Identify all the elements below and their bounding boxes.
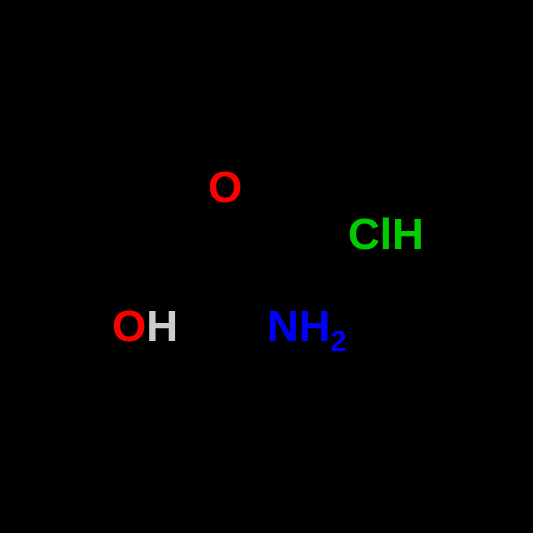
atom-clh-text: ClH [348,210,424,259]
atom-nh2-sub: 2 [331,326,347,358]
atom-o-carbonyl: O [208,163,242,213]
bond-layer [0,0,533,533]
molecule-canvas: O ClH OH NH2 [0,0,533,533]
atom-nh2-h: H [299,302,331,351]
atom-oh-o: O [112,302,146,351]
atom-oh-h: H [146,302,178,351]
atom-clh: ClH [348,210,424,260]
atom-oh: OH [112,302,178,352]
atom-nh2: NH2 [267,302,346,352]
atom-o-text: O [208,163,242,212]
atom-nh2-n: N [267,302,299,351]
